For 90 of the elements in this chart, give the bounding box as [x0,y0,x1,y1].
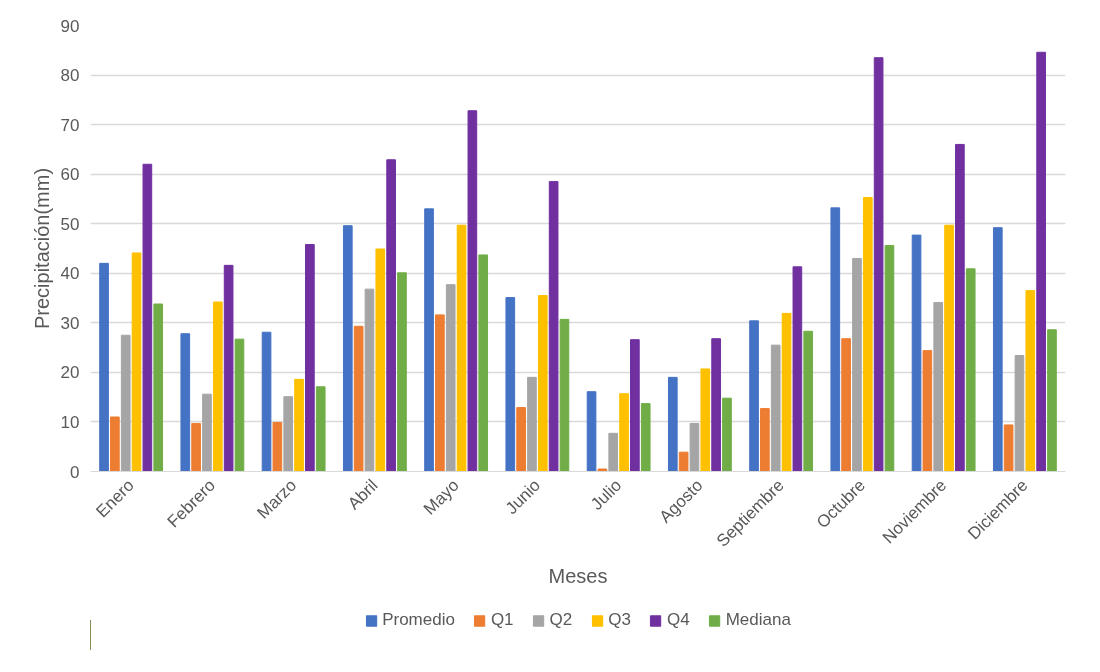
bar [559,318,570,472]
bar [191,422,201,472]
bar [911,234,922,472]
legend-label: Q1 [490,610,514,630]
bar [505,297,516,472]
y-tick-label: 10 [60,412,80,432]
bar [261,331,272,472]
x-axis-title: Meses [548,565,608,588]
bar [445,284,456,472]
bar [142,163,153,472]
bar [965,268,976,472]
bar [678,451,689,472]
bar [1014,355,1025,472]
y-tick-label: 0 [70,462,80,482]
bar [992,227,1003,472]
y-axis-title: Precipitación(mm) [30,167,53,330]
bar [120,334,131,472]
bar [852,257,862,472]
bar [749,320,759,472]
bar [873,57,884,472]
bar [884,245,895,472]
bar [1003,424,1014,472]
y-tick-label: 80 [60,66,80,86]
bar [315,386,326,472]
bar [283,396,294,472]
bar [516,407,526,472]
y-tick-label: 40 [60,264,80,284]
bar [527,376,537,472]
bar [933,302,944,472]
bar [342,225,353,472]
bar [353,325,364,472]
bar [424,208,434,472]
bar [862,196,873,472]
y-tick-label: 60 [60,165,80,185]
y-tick-label: 20 [60,363,80,383]
bar [131,252,142,472]
bar [397,272,407,472]
legend-label: Q2 [549,610,573,630]
bar [586,391,597,472]
bar [435,314,445,472]
bar [305,244,315,472]
bar [781,312,792,472]
bar [467,110,478,472]
y-tick-label: 50 [60,214,80,234]
bar [722,397,732,472]
bar [1047,329,1057,472]
bar [830,207,841,472]
legend-label: Promedio [382,610,455,630]
bar [640,403,651,472]
bar [803,330,814,472]
bar [955,143,965,472]
bar [386,159,396,472]
bar [537,295,548,472]
bar [619,393,629,472]
bar [608,432,619,472]
bar [223,264,234,472]
bar [711,338,721,472]
bar [153,303,164,472]
bar [364,288,375,472]
bar [667,376,678,472]
bar [1025,290,1036,472]
bar [110,416,120,472]
bar [630,339,640,472]
bar [99,262,109,472]
y-tick-label: 30 [60,313,80,333]
y-tick-label: 70 [60,115,80,135]
bar [689,422,700,472]
bar [375,248,386,472]
bar [180,333,191,472]
legend-label: Q3 [608,610,631,630]
legend-label: Q4 [666,610,690,630]
legend-label: Mediana [725,610,791,630]
bar [841,338,851,472]
bar [234,338,245,472]
bar [548,181,559,472]
bar [1036,51,1046,472]
bar [294,378,304,472]
bar [760,408,770,472]
y-tick-label: 90 [60,16,80,36]
bar [597,468,608,472]
bar [478,254,489,472]
bar [944,224,954,472]
bar [272,421,283,472]
bar [770,344,781,472]
bar [922,350,933,472]
bar [456,224,467,472]
bar [700,368,711,472]
bar [792,266,803,472]
bar [202,393,212,472]
bar [212,301,223,472]
